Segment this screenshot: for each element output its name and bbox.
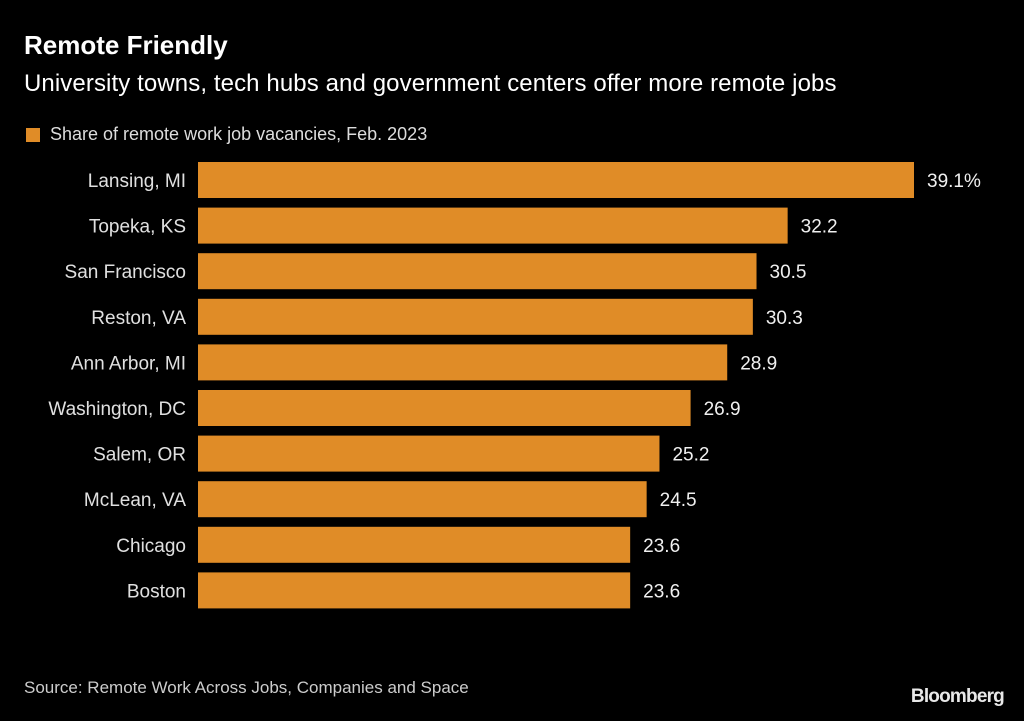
bar (198, 162, 914, 198)
bloomberg-logo: Bloomberg (910, 686, 1005, 707)
bar (198, 344, 728, 381)
bar (198, 481, 647, 518)
legend-label: Share of remote work job vacancies, Feb.… (50, 124, 428, 144)
bar (198, 526, 631, 563)
source-note: Source: Remote Work Across Jobs, Compani… (24, 678, 469, 697)
chart-title: Remote Friendly (24, 30, 228, 60)
category-label: San Francisco (65, 262, 186, 283)
category-label: Boston (127, 581, 186, 602)
bar (198, 207, 788, 244)
bar (198, 435, 660, 472)
legend-swatch (26, 127, 40, 142)
category-label: Lansing, MI (88, 171, 186, 192)
data-label: 39.1% (927, 171, 981, 192)
category-label: Salem, OR (93, 445, 186, 466)
category-label: Ann Arbor, MI (71, 353, 186, 374)
bar (198, 390, 691, 426)
bar (198, 298, 753, 335)
category-label: Washington, DC (48, 399, 186, 420)
bar (198, 572, 631, 609)
data-label: 30.5 (770, 262, 807, 283)
legend: Share of remote work job vacancies, Feb.… (26, 124, 427, 145)
category-label: Chicago (116, 536, 186, 557)
data-label: 23.6 (643, 581, 680, 602)
category-label: Topeka, KS (89, 217, 186, 238)
data-label: 30.3 (766, 308, 803, 329)
chart-subtitle: University towns, tech hubs and governme… (24, 70, 837, 97)
bar (198, 253, 757, 290)
data-label: 28.9 (740, 353, 777, 374)
data-label: 32.2 (801, 217, 838, 238)
category-label: Reston, VA (91, 308, 186, 329)
category-label: McLean, VA (84, 490, 186, 511)
data-label: 26.9 (704, 399, 741, 420)
data-label: 25.2 (672, 445, 709, 466)
data-label: 23.6 (643, 536, 680, 557)
data-label: 24.5 (660, 490, 697, 511)
